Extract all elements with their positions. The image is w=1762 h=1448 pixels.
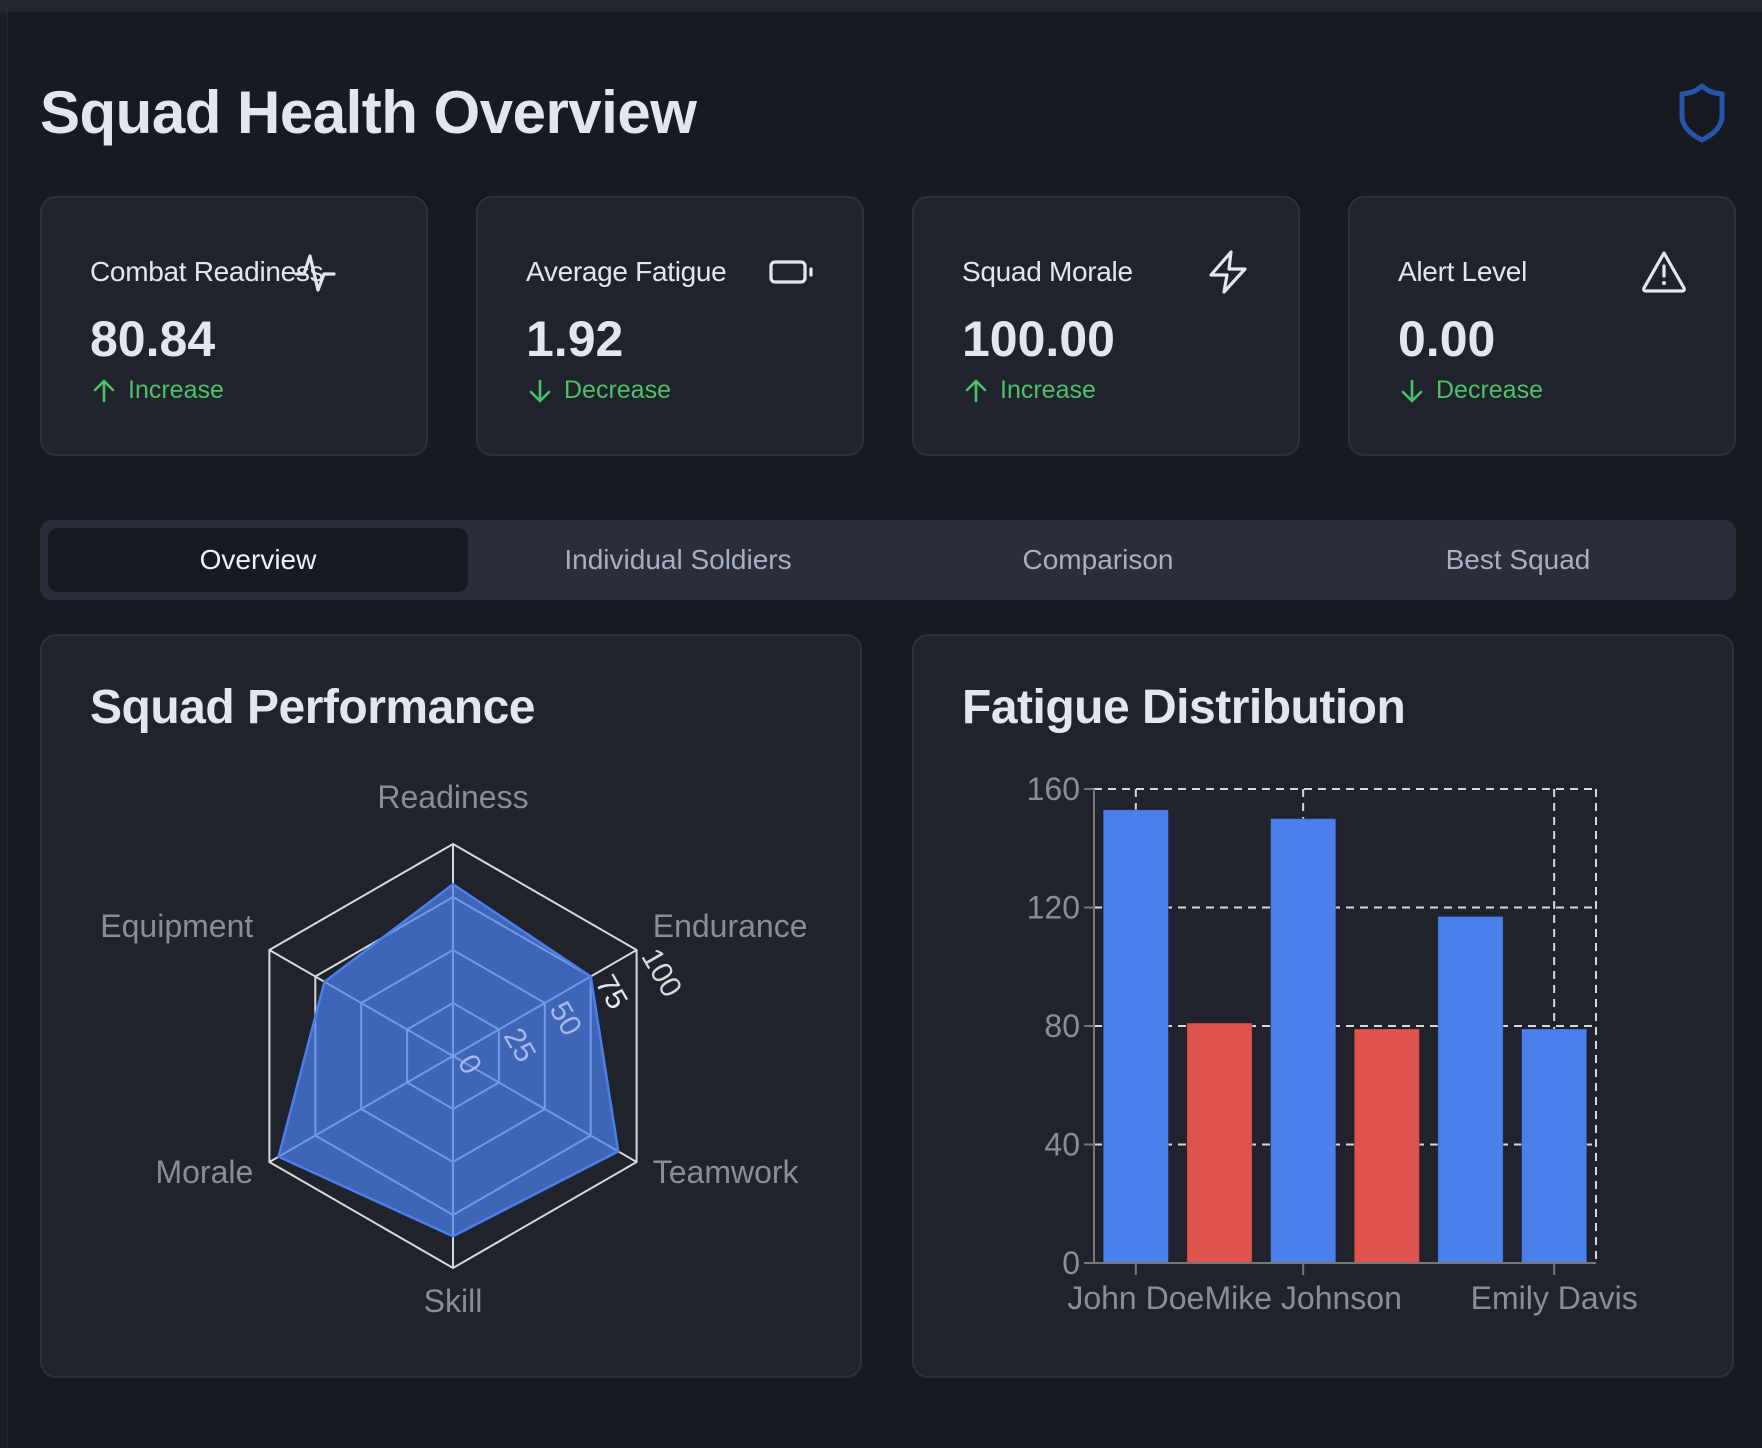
stat-trend: Decrease	[1398, 376, 1543, 405]
stat-value: 0.00	[1398, 311, 1496, 367]
tab-comparison[interactable]: Comparison	[1022, 544, 1174, 575]
bar-2	[1270, 818, 1337, 1264]
stat-card-squad-morale: Squad Morale 100.00 Increase	[912, 196, 1300, 456]
trend-label: Increase	[1000, 376, 1096, 404]
bar-5	[1521, 1028, 1588, 1264]
radar-tick-label: 100	[635, 943, 689, 1003]
page-title: Squad Health Overview	[40, 79, 697, 146]
bar-1	[1186, 1022, 1253, 1264]
stat-label: Alert Level	[1398, 256, 1527, 287]
tab-overview[interactable]: Overview	[48, 528, 468, 592]
stat-card-combat-readiness: Combat Readiness 80.84 Increase	[40, 196, 428, 456]
x-tick-label: Mike Johnson	[1204, 1280, 1401, 1316]
y-tick-label: 80	[1044, 1008, 1080, 1044]
stat-value: 100.00	[962, 311, 1115, 367]
radar-axis-label: Skill	[424, 1283, 483, 1319]
x-tick-label: John Doe	[1067, 1280, 1204, 1316]
stat-label: Combat Readiness	[90, 256, 324, 287]
stat-trend: Increase	[962, 376, 1096, 405]
radar-axis-label: Morale	[155, 1154, 253, 1190]
stat-trend: Increase	[90, 376, 224, 405]
zap-icon	[1209, 250, 1247, 294]
trend-label: Decrease	[1436, 376, 1543, 404]
alert-triangle-icon	[1642, 251, 1686, 293]
trend-label: Decrease	[564, 376, 671, 404]
activity-icon	[294, 254, 336, 292]
radar-axis-label: Teamwork	[653, 1154, 800, 1190]
stat-label: Squad Morale	[962, 256, 1133, 287]
stat-label: Average Fatigue	[526, 256, 727, 287]
y-tick-label: 40	[1044, 1127, 1080, 1163]
radar-data-area	[277, 882, 620, 1238]
stat-card-average-fatigue: Average Fatigue 1.92 Decrease	[476, 196, 864, 456]
window-left-edge	[0, 12, 8, 1448]
tab-bar: Overview Individual Soldiers Comparison …	[40, 520, 1736, 600]
x-tick-label: Emily Davis	[1471, 1280, 1638, 1316]
panel-title: Squad Performance	[90, 681, 535, 734]
arrow-down-icon	[1401, 379, 1423, 402]
tab-best-squad[interactable]: Best Squad	[1445, 544, 1591, 575]
radar-axis-label: Endurance	[653, 908, 808, 944]
shield-icon	[1679, 83, 1725, 143]
y-tick-label: 0	[1062, 1245, 1080, 1281]
panel-title: Fatigue Distribution	[962, 681, 1406, 734]
trend-label: Increase	[128, 376, 224, 404]
stat-value: 80.84	[90, 311, 216, 367]
stat-trend: Decrease	[526, 376, 671, 405]
squad-performance-panel: Squad Performance Readiness Endurance Team…	[40, 634, 862, 1378]
fatigue-distribution-panel: Fatigue Distribution 0 40 80 120 160 John Doe…	[912, 634, 1734, 1378]
arrow-up-icon	[965, 379, 987, 402]
tab-individual-soldiers[interactable]: Individual Soldiers	[564, 544, 792, 575]
window-top-bar	[0, 0, 1762, 12]
bar-chart: 0 40 80 120 160 John Doe Mike Johnson Emily Dav…	[1027, 771, 1638, 1316]
bar-0	[1102, 809, 1169, 1264]
arrow-down-icon	[529, 379, 551, 402]
radar-chart: Readiness Endurance Teamwork Skill Morale Equ…	[100, 779, 808, 1319]
arrow-up-icon	[93, 379, 115, 402]
stat-cards: Combat Readiness 80.84 Increase Average …	[40, 196, 1736, 456]
radar-axis-label: Readiness	[377, 779, 528, 815]
bar-4	[1437, 915, 1504, 1264]
battery-icon	[769, 260, 813, 284]
y-tick-label: 160	[1027, 771, 1080, 807]
bar-3	[1353, 1028, 1420, 1264]
y-tick-label: 120	[1027, 890, 1080, 926]
radar-axis-label: Equipment	[100, 908, 253, 944]
stat-value: 1.92	[526, 311, 624, 367]
stat-card-alert-level: Alert Level 0.00 Decrease	[1348, 196, 1736, 456]
